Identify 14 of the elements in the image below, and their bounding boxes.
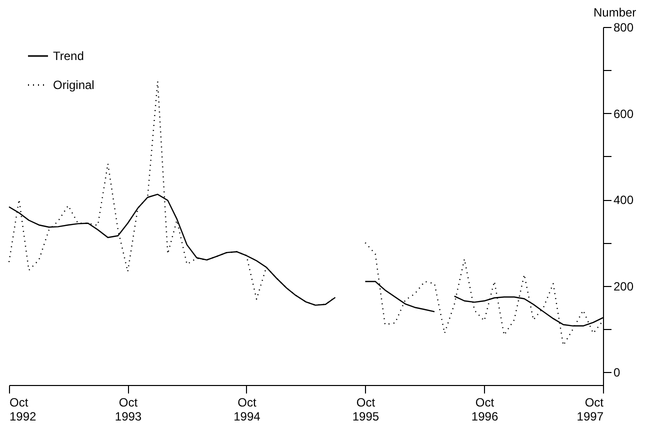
x-tick-label: Oct 1992	[10, 396, 37, 424]
y-tick-label: 0	[614, 366, 620, 380]
x-tick-label: Oct 1993	[114, 396, 142, 424]
y-tick-label: 800	[614, 20, 634, 34]
legend-label: Trend	[53, 49, 84, 63]
x-tick-label: Oct 1997	[576, 396, 604, 424]
legend-label: Original	[53, 78, 94, 92]
y-tick-label: 600	[614, 106, 634, 121]
x-tick-label: Oct 1995	[352, 396, 380, 424]
y-axis-title: Number	[594, 6, 636, 20]
y-tick-label: 400	[614, 193, 634, 208]
x-tick-label: Oct 1996	[471, 396, 498, 424]
x-tick-label: Oct 1994	[234, 396, 261, 424]
y-tick-label: 200	[614, 279, 634, 294]
